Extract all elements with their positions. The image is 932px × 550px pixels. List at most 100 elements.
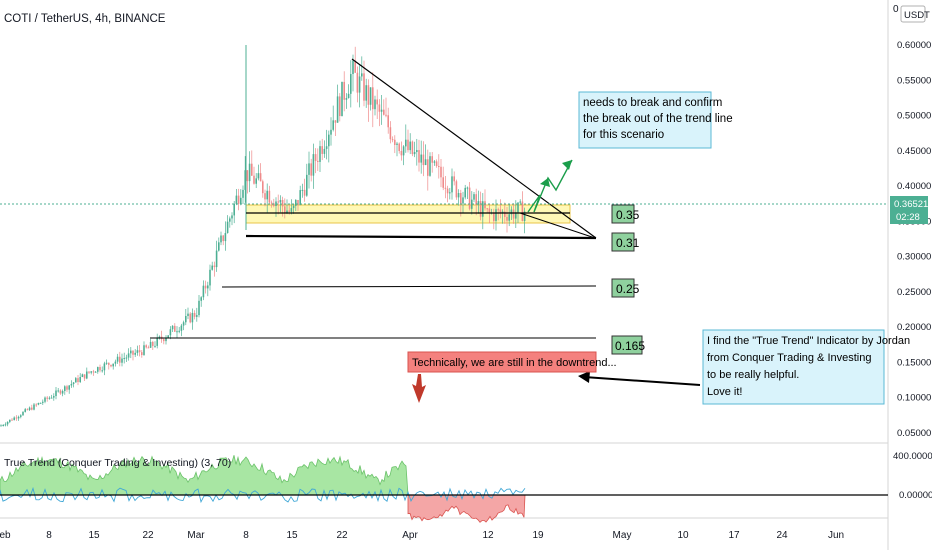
candle-body — [213, 265, 216, 268]
candle-body — [189, 313, 191, 323]
price-axis: 0.600000.550000.500000.450000.400000.350… — [897, 40, 931, 439]
price-tick-label: 0.55000 — [897, 75, 931, 86]
downtrend-note-text: Technically, we are still in the downtre… — [412, 357, 617, 369]
candle-body — [193, 312, 196, 317]
indicator-note[interactable]: I find the "True Trend" Indicator by Jor… — [702, 329, 910, 405]
candle-body — [178, 330, 180, 332]
level-line-025 — [221, 285, 597, 288]
trendline-note[interactable]: needs to break and confirm the break out… — [578, 91, 733, 149]
candle-body — [330, 129, 332, 135]
candle-body — [37, 403, 40, 405]
level-label-031[interactable]: 0.31 — [611, 232, 640, 252]
candle-body — [185, 315, 187, 323]
candle-body — [312, 154, 315, 176]
projection-arrow-head-2 — [540, 178, 550, 187]
candle-body — [94, 371, 97, 373]
candle-body — [407, 139, 409, 151]
candle-body — [121, 358, 123, 363]
candle-body — [50, 397, 53, 399]
candle-body — [255, 178, 257, 184]
candle-body — [495, 209, 497, 222]
descending-trendline — [351, 58, 597, 239]
level-label-035[interactable]: 0.35 — [611, 204, 640, 224]
level-label-025[interactable]: 0.25 — [611, 278, 640, 298]
price-tick-label: 0.10000 — [897, 393, 931, 404]
candle-body — [17, 416, 20, 419]
candle-body — [297, 199, 299, 205]
trendline-note-line-3: for this scenario — [583, 129, 664, 141]
candle-body — [42, 401, 44, 403]
candle-body — [519, 201, 521, 203]
candle-body — [499, 209, 502, 214]
candle-body — [508, 214, 510, 221]
candle-body — [222, 235, 224, 242]
candle-body — [418, 150, 420, 163]
candle-body — [523, 211, 526, 222]
indicator-signal-line — [0, 486, 526, 504]
downtrend-note[interactable]: Technically, we are still in the downtre… — [407, 351, 617, 373]
projection-arrow-head — [562, 160, 572, 170]
candle-body — [475, 194, 477, 205]
candle-body — [389, 127, 392, 140]
candle-body — [86, 371, 88, 379]
candle-body — [154, 345, 156, 347]
candle-body — [108, 362, 110, 365]
candles — [0, 45, 526, 427]
candle-body — [134, 352, 136, 355]
candle-body — [147, 347, 150, 349]
candle-body — [125, 357, 128, 359]
true-trend-indicator — [0, 455, 526, 523]
candle-body — [325, 146, 328, 149]
pointer-arrow-line — [583, 376, 701, 386]
time-tick-label: Mar — [187, 530, 205, 541]
candle-body — [46, 397, 48, 399]
candle-body — [380, 109, 383, 112]
candle-body — [110, 364, 112, 367]
candle-body — [28, 407, 31, 410]
candle-body — [127, 353, 130, 358]
candle-body — [176, 331, 178, 333]
current-price-badge: 0.36521 02:28 — [890, 196, 928, 224]
candle-body — [277, 201, 279, 203]
candle-body — [211, 265, 213, 270]
candle-body — [413, 152, 416, 155]
time-tick-label: Jun — [828, 530, 844, 541]
candle-body — [116, 356, 119, 362]
level-label-0165[interactable]: 0.165 — [611, 335, 645, 355]
candle-body — [488, 208, 491, 213]
candle-body — [218, 242, 220, 251]
candle-body — [229, 218, 231, 222]
candle-body — [521, 201, 524, 222]
candle-body — [4, 424, 7, 426]
candle-body — [482, 201, 484, 217]
candle-body — [405, 139, 407, 147]
candle-body — [411, 141, 414, 155]
candle-body — [409, 141, 411, 151]
candle-body — [101, 370, 103, 372]
currency-badge[interactable]: USDT — [900, 5, 930, 23]
svg-text:02:28: 02:28 — [896, 212, 920, 223]
candle-body — [72, 382, 75, 384]
candle-body — [240, 197, 242, 204]
candle-body — [143, 345, 145, 355]
candle-body — [244, 170, 246, 190]
candle-body — [440, 166, 442, 178]
candle-body — [6, 421, 9, 425]
price-tick-label: 0.25000 — [897, 287, 931, 298]
candle-body — [77, 378, 79, 382]
candle-body — [138, 350, 141, 353]
candle-body — [310, 163, 312, 176]
time-tick-label: 24 — [776, 530, 788, 541]
price-tick-label: 0.45000 — [897, 146, 931, 157]
svg-text:0.165: 0.165 — [615, 339, 645, 353]
candle-body — [112, 363, 114, 367]
candle-body — [295, 199, 297, 206]
candle-body — [361, 73, 363, 77]
trendline-note-line-1: needs to break and confirm — [583, 97, 722, 109]
price-tick-label: 0.05000 — [897, 428, 931, 439]
candle-body — [248, 163, 251, 182]
candle-body — [152, 341, 154, 346]
candle-body — [119, 356, 121, 363]
indicator-title: True Trend (Conquer Trading & Investing)… — [4, 457, 231, 469]
